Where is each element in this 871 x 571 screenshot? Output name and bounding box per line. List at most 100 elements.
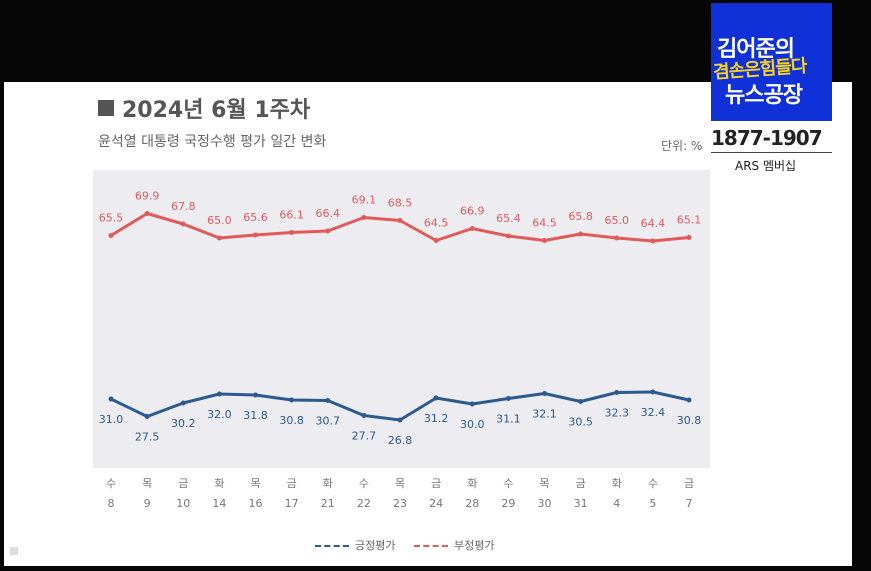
positive-point bbox=[325, 398, 331, 403]
x-tick-date: 23 bbox=[393, 497, 407, 510]
window-right-border bbox=[852, 0, 871, 571]
positive-point bbox=[614, 390, 620, 395]
logo-ars-label: ARS 멤버십 bbox=[735, 159, 797, 173]
positive-value-label: 30.7 bbox=[316, 415, 341, 428]
x-tick-date: 21 bbox=[321, 497, 335, 510]
legend-positive-label: 긍정평가 bbox=[355, 539, 396, 552]
negative-point bbox=[542, 238, 547, 243]
negative-value-label: 66.1 bbox=[279, 209, 304, 222]
positive-point bbox=[542, 391, 547, 396]
x-tick-date: 9 bbox=[144, 497, 151, 510]
positive-value-label: 32.4 bbox=[641, 406, 666, 419]
positive-point bbox=[433, 395, 439, 401]
negative-point bbox=[505, 233, 511, 239]
x-tick-day: 금 bbox=[431, 477, 441, 490]
positive-value-label: 26.8 bbox=[388, 434, 413, 447]
x-tick-date: 7 bbox=[686, 497, 693, 510]
negative-point bbox=[216, 235, 222, 241]
negative-value-label: 67.8 bbox=[171, 200, 196, 213]
channel-logo: 김어준의 겸손은힘들다 뉴스공장 1877-1907 ARS 멤버십 bbox=[711, 3, 832, 173]
positive-point bbox=[469, 401, 475, 407]
x-tick-date: 17 bbox=[285, 497, 299, 510]
negative-value-label: 65.6 bbox=[243, 211, 268, 224]
title-square-icon bbox=[98, 100, 114, 116]
x-tick-date: 31 bbox=[574, 497, 588, 510]
negative-value-label: 65.0 bbox=[207, 214, 232, 227]
positive-value-label: 30.8 bbox=[279, 414, 304, 427]
x-tick-date: 14 bbox=[212, 497, 226, 510]
negative-value-label: 66.4 bbox=[316, 207, 341, 220]
negative-value-label: 69.1 bbox=[352, 194, 377, 207]
x-tick-date: 10 bbox=[176, 497, 190, 510]
x-tick-day: 화 bbox=[467, 477, 477, 490]
negative-point bbox=[614, 235, 620, 241]
positive-point bbox=[361, 413, 367, 418]
logo-line-3: 뉴스공장 bbox=[725, 83, 803, 108]
positive-value-label: 27.7 bbox=[352, 430, 377, 443]
positive-point bbox=[397, 417, 403, 423]
positive-line bbox=[110, 390, 690, 422]
negative-value-label: 65.8 bbox=[568, 210, 593, 223]
x-tick-date: 5 bbox=[649, 497, 656, 510]
x-tick-date: 22 bbox=[357, 497, 371, 510]
logo-divider bbox=[711, 152, 832, 153]
chart-title: 2024년 6월 1주차 bbox=[98, 92, 310, 124]
positive-point bbox=[144, 414, 150, 419]
x-tick-day: 목 bbox=[539, 477, 549, 490]
negative-value-label: 64.5 bbox=[532, 217, 557, 230]
negative-value-label: 64.4 bbox=[641, 217, 666, 230]
negative-value-label: 65.5 bbox=[99, 212, 124, 225]
positive-point bbox=[108, 396, 114, 402]
negative-point bbox=[397, 218, 403, 223]
positive-value-label: 31.8 bbox=[243, 409, 268, 422]
chart-title-text: 2024년 6월 1주차 bbox=[122, 98, 311, 123]
positive-point bbox=[505, 396, 511, 401]
x-tick-day: 화 bbox=[214, 477, 224, 490]
positive-value-label: 32.3 bbox=[605, 407, 630, 420]
positive-value-label: 27.5 bbox=[135, 431, 160, 444]
x-tick-day: 수 bbox=[503, 477, 513, 490]
logo-phone-number: 1877-1907 bbox=[711, 126, 823, 150]
positive-point bbox=[216, 391, 222, 397]
positive-value-label: 30.0 bbox=[460, 418, 485, 431]
x-tick-date: 8 bbox=[108, 497, 115, 510]
window-bottom-border bbox=[0, 566, 871, 571]
unit-label: 단위: % bbox=[661, 139, 703, 153]
x-tick-day: 목 bbox=[395, 477, 405, 490]
negative-point bbox=[433, 238, 439, 243]
negative-point bbox=[578, 231, 584, 237]
x-tick-day: 수 bbox=[648, 477, 658, 490]
negative-point bbox=[361, 215, 367, 220]
negative-point bbox=[289, 230, 295, 235]
window-left-border bbox=[0, 0, 4, 571]
x-tick-day: 금 bbox=[576, 477, 586, 490]
negative-value-label: 68.5 bbox=[388, 197, 413, 210]
x-tick-day: 금 bbox=[178, 477, 188, 490]
x-tick-day: 화 bbox=[323, 477, 333, 490]
negative-value-label: 66.9 bbox=[460, 205, 485, 218]
x-tick-day: 화 bbox=[612, 477, 622, 490]
legend-negative-label: 부정평가 bbox=[454, 539, 495, 552]
x-tick-date: 16 bbox=[249, 497, 263, 510]
negative-value-label: 64.5 bbox=[424, 217, 449, 230]
logo-background: 김어준의 겸손은힘들다 뉴스공장 bbox=[711, 3, 832, 121]
positive-value-label: 31.1 bbox=[496, 413, 521, 426]
positive-point bbox=[650, 389, 656, 395]
positive-point bbox=[289, 397, 295, 403]
legend-positive: 긍정평가 bbox=[315, 537, 395, 553]
negative-value-label: 65.4 bbox=[496, 212, 521, 225]
x-tick-day: 목 bbox=[142, 477, 152, 490]
positive-value-label: 30.5 bbox=[568, 416, 593, 429]
negative-point bbox=[253, 232, 258, 238]
x-tick-day: 금 bbox=[287, 477, 297, 490]
negative-point bbox=[469, 226, 475, 231]
negative-point bbox=[686, 235, 692, 240]
negative-point bbox=[650, 238, 656, 244]
negative-point bbox=[325, 228, 331, 234]
positive-point bbox=[180, 400, 186, 406]
legend-negative: 부정평가 bbox=[414, 537, 494, 553]
x-tick-day: 수 bbox=[359, 477, 369, 490]
x-tick-date: 4 bbox=[613, 497, 620, 510]
positive-value-label: 32.1 bbox=[532, 408, 557, 421]
